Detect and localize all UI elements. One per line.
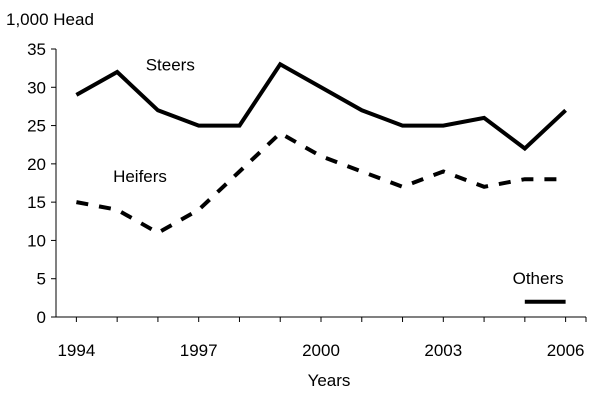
x-tick-label: 2000 xyxy=(302,341,340,360)
x-tick-label: 2003 xyxy=(424,341,462,360)
y-tick-label: 30 xyxy=(27,78,46,97)
y-tick-label: 35 xyxy=(27,40,46,59)
y-axis-title: 1,000 Head xyxy=(6,10,94,29)
heifers-series-label: Heifers xyxy=(113,167,167,186)
y-tick-label: 0 xyxy=(37,308,46,327)
steers-series-line xyxy=(76,64,565,148)
y-tick-label: 15 xyxy=(27,193,46,212)
x-tick-label: 2006 xyxy=(547,341,585,360)
steers-series-label: Steers xyxy=(146,55,195,74)
x-tick-label: 1994 xyxy=(57,341,95,360)
others-series-label: Others xyxy=(513,269,564,288)
y-tick-label: 20 xyxy=(27,155,46,174)
y-tick-label: 10 xyxy=(27,231,46,250)
y-tick-label: 25 xyxy=(27,117,46,136)
x-tick-label: 1997 xyxy=(180,341,218,360)
y-tick-label: 5 xyxy=(37,270,46,289)
x-axis-title: Years xyxy=(308,371,351,390)
